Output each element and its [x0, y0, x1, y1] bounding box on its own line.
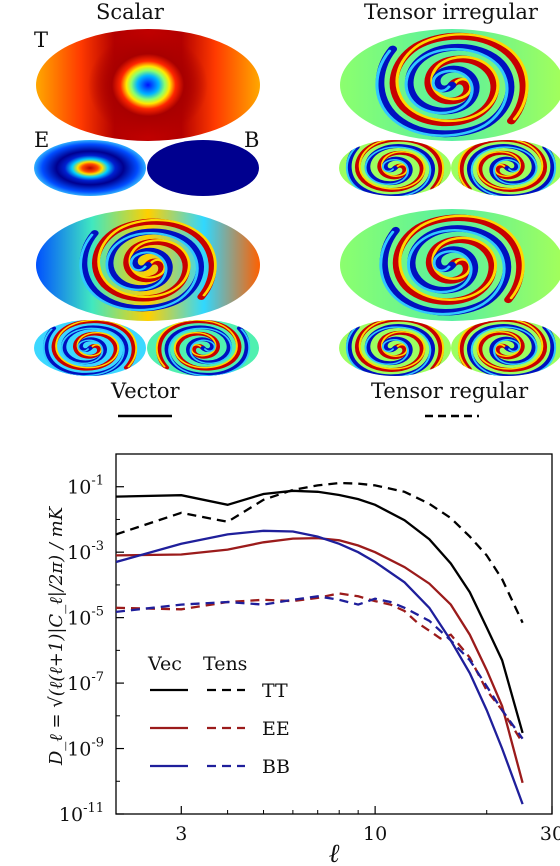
series-tens-tt [116, 481, 524, 624]
x-tick-label: 10 [363, 823, 387, 845]
tensor-regular-b-map [451, 319, 560, 378]
y-tick-label: 10-1 [67, 474, 104, 499]
plot-frame [115, 453, 553, 815]
y-tick-label: 10-9 [67, 736, 104, 761]
legend-label-ee: EE [262, 718, 290, 740]
t-label: T [34, 28, 49, 52]
tensor-irregular-b-map [451, 139, 560, 198]
y-tick-label: 10-11 [59, 801, 104, 826]
e-label: E [34, 128, 50, 152]
legend-header-vec: Vec [147, 653, 182, 675]
spectrum-plot: 3 10 30 10-1 10-3 10-5 10-7 10-9 10-11 Vec Tens … [46, 453, 560, 866]
scalar-e-map [34, 140, 146, 196]
x-tick-label: 3 [175, 823, 187, 845]
x-axis-label: ℓ [329, 839, 340, 866]
tensor-irregular-e-map [339, 140, 451, 196]
legend-header-tens: Tens [203, 653, 247, 675]
y-tick-label: 10-3 [67, 539, 104, 564]
vector-title: Vector [111, 379, 180, 403]
tensor-regular-e-map [339, 320, 451, 376]
tensor-regular-title: Tensor regular [371, 379, 529, 403]
series-vec-bb [116, 529, 524, 805]
b-label: B [244, 128, 260, 152]
series-vec-ee [116, 536, 524, 784]
vector-b-map [147, 320, 259, 376]
vector-t-map [36, 209, 260, 321]
legend: Vec Tens TT EE BB [147, 653, 290, 778]
vector-e-map [34, 320, 146, 376]
series-vec-tt [116, 489, 524, 734]
y-axis-label: D_ℓ = √(ℓ(ℓ+1)|C_ℓ|/2π) / mK [46, 505, 67, 766]
x-tick-label: 30 [540, 823, 560, 845]
y-tick-label: 10-5 [67, 605, 104, 630]
tensor-irregular-title: Tensor irregular [364, 0, 538, 24]
tensor-irregular-t-map [340, 29, 560, 141]
scalar-b-map [147, 140, 259, 196]
y-tick-label: 10-7 [67, 670, 104, 695]
scalar-t-map [36, 29, 260, 141]
legend-label-tt: TT [262, 680, 288, 702]
tensor-regular-t-map [340, 209, 560, 321]
series-tens-ee [116, 592, 524, 744]
legend-label-bb: BB [262, 756, 290, 778]
series-tens-bb [116, 595, 524, 740]
scalar-title: Scalar [96, 0, 164, 24]
